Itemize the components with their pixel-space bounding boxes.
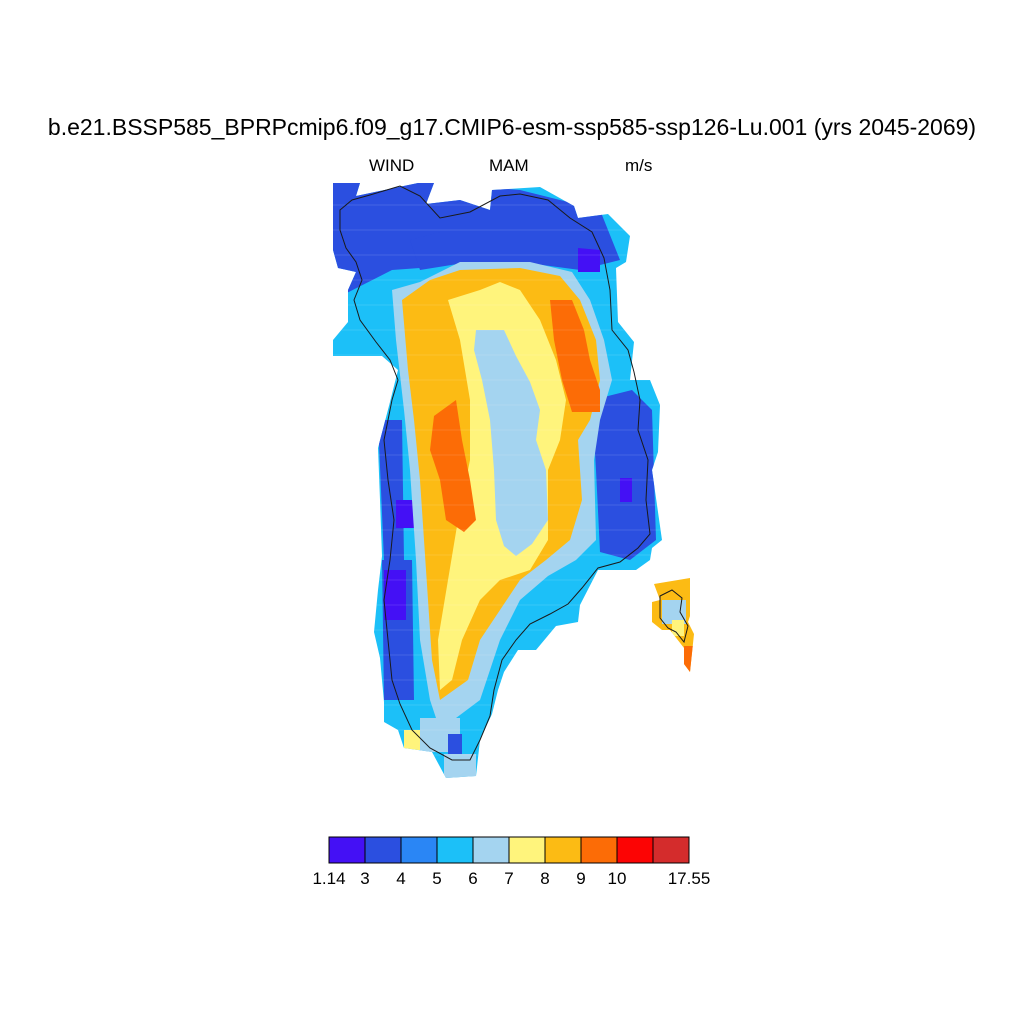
plot-title: b.e21.BSSP585_BPRPcmip6.f09_g17.CMIP6-es… [47, 114, 977, 140]
colorbar-swatch [328, 836, 366, 864]
colorbar-swatch [616, 836, 654, 864]
coastline [339, 185, 651, 761]
colorbar-tick-label: 1.14 [312, 869, 346, 888]
colorbar-tick-label: 8 [540, 869, 550, 888]
colorbar-tick-label: 9 [576, 869, 586, 888]
colorbar-tick-label: 6 [468, 869, 478, 888]
colorbar-tick-label: 7 [504, 869, 514, 888]
units-label: m/s [625, 156, 653, 175]
iceland-coastline [659, 589, 689, 644]
colorbar-tick-label: 3 [360, 869, 370, 888]
colorbar-swatch [508, 836, 546, 864]
colorbar-tick-label: 5 [432, 869, 442, 888]
colorbar-tick-label: 17.55 [667, 869, 711, 888]
season-label: MAM [489, 156, 529, 175]
colorbar-swatch [364, 836, 402, 864]
colorbar-swatch [652, 836, 690, 864]
colorbar-swatch [580, 836, 618, 864]
variable-label: WIND [369, 156, 415, 175]
colorbar-swatch [472, 836, 510, 864]
colorbar-swatch [436, 836, 474, 864]
colorbar-swatch [400, 836, 438, 864]
colorbar-tick-label: 10 [607, 869, 627, 888]
colorbar-swatch [544, 836, 582, 864]
colorbar-tick-label: 4 [396, 869, 406, 888]
